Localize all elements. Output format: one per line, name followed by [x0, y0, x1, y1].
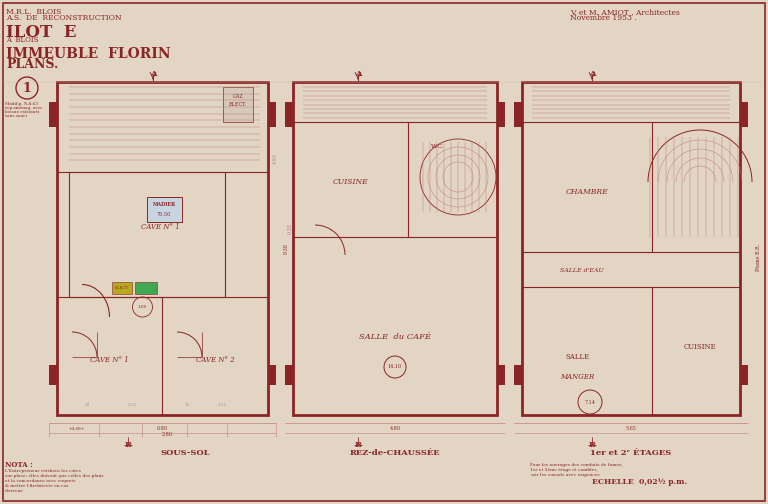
Text: SALLE d'EAU: SALLE d'EAU — [560, 268, 604, 273]
Bar — [268, 365, 276, 385]
Bar — [497, 102, 505, 127]
Text: 1.69: 1.69 — [138, 305, 147, 309]
Text: A: A — [589, 70, 595, 78]
Text: 2.55: 2.55 — [127, 403, 137, 407]
Text: Pour les ouvrages des conduits de fumée,: Pour les ouvrages des conduits de fumée, — [530, 463, 623, 467]
Text: 1er et 2ème étage et combles,: 1er et 2ème étage et combles, — [530, 468, 598, 472]
Text: L'Entrepreneur vérifiera les cotes: L'Entrepreneur vérifiera les cotes — [5, 469, 81, 473]
Bar — [522, 82, 740, 415]
Text: B: B — [124, 441, 131, 449]
Text: ELECT.: ELECT. — [229, 102, 247, 107]
Bar — [740, 102, 748, 127]
Text: CAVE N° 2: CAVE N° 2 — [196, 356, 234, 364]
Text: IMMEUBLE  FLORIN: IMMEUBLE FLORIN — [6, 47, 170, 61]
Text: M.R.L.  BLOIS: M.R.L. BLOIS — [6, 8, 61, 16]
Bar — [514, 365, 522, 385]
Text: 70.50: 70.50 — [157, 212, 171, 217]
Text: SALLE: SALLE — [565, 353, 589, 361]
Text: voir les consuls avec exigences: voir les consuls avec exigences — [530, 473, 600, 477]
Text: B: B — [355, 441, 362, 449]
Text: MANGER: MANGER — [560, 373, 594, 381]
Text: 2.80: 2.80 — [161, 432, 173, 437]
Text: A.S.  DE  RECONSTRUCTION: A.S. DE RECONSTRUCTION — [6, 14, 121, 22]
Bar — [223, 87, 253, 122]
Bar — [57, 82, 268, 415]
Text: V. et M. AMIOT , Architectes: V. et M. AMIOT , Architectes — [570, 8, 680, 16]
Text: 5.65: 5.65 — [626, 426, 637, 431]
Text: & mettre l'Architecte en cas: & mettre l'Architecte en cas — [5, 484, 68, 488]
Text: W.C.: W.C. — [431, 145, 445, 150]
Bar — [135, 282, 157, 294]
Text: sans souci: sans souci — [5, 114, 27, 118]
Bar — [268, 102, 276, 127]
Text: CAVE N° 1: CAVE N° 1 — [90, 356, 128, 364]
Text: Novembre 1953 .: Novembre 1953 . — [570, 14, 637, 22]
Text: 11: 11 — [184, 403, 190, 407]
Bar — [49, 102, 57, 127]
Bar — [514, 102, 522, 127]
Text: 9.38: 9.38 — [283, 242, 289, 254]
Text: ECHELLE  0,02½ p.m.: ECHELLE 0,02½ p.m. — [592, 478, 687, 486]
Bar — [740, 365, 748, 385]
Text: locaux existants: locaux existants — [5, 110, 39, 114]
Bar — [285, 102, 293, 127]
Text: sur place; elles doivent que celles des plans: sur place; elles doivent que celles des … — [5, 474, 104, 478]
Bar — [49, 365, 57, 385]
Text: 9.38: 9.38 — [287, 222, 293, 233]
Text: 1er et 2ᵉ ÉTAGES: 1er et 2ᵉ ÉTAGES — [591, 449, 672, 457]
Bar — [69, 172, 225, 297]
Bar — [497, 365, 505, 385]
Text: SALLE  du CAFÉ: SALLE du CAFÉ — [359, 333, 431, 341]
Text: SOUS-SOL: SOUS-SOL — [161, 449, 210, 457]
Text: REZ-de-CHAUSSÉE: REZ-de-CHAUSSÉE — [349, 449, 440, 457]
Text: 14.10: 14.10 — [388, 364, 402, 369]
Text: Plume B.R.: Plume B.R. — [756, 243, 760, 271]
Text: d'erreur: d'erreur — [5, 489, 24, 493]
Text: et la concordance avec coquets: et la concordance avec coquets — [5, 479, 75, 483]
Text: 6.80: 6.80 — [157, 426, 167, 431]
Text: CHAMBRE: CHAMBRE — [565, 188, 608, 196]
Text: 4.80: 4.80 — [389, 426, 401, 431]
Text: A: A — [355, 70, 361, 78]
Bar — [147, 197, 182, 222]
Text: A: A — [150, 70, 156, 78]
Text: +4.68+: +4.68+ — [69, 427, 85, 431]
Text: PLANS.: PLANS. — [6, 58, 58, 71]
Text: CUISINE: CUISINE — [684, 343, 717, 351]
Text: 4.93: 4.93 — [273, 154, 277, 164]
Text: MADIER: MADIER — [152, 203, 176, 208]
Bar — [293, 82, 497, 415]
Text: B: B — [588, 441, 595, 449]
Text: ELECT: ELECT — [115, 286, 129, 290]
Text: CAVE N° 1: CAVE N° 1 — [141, 223, 180, 231]
Text: Modif.p. N.A.63: Modif.p. N.A.63 — [5, 102, 38, 106]
Text: 1: 1 — [22, 82, 31, 95]
Bar — [285, 365, 293, 385]
Text: ILOT  E: ILOT E — [6, 24, 77, 41]
Text: 2.55: 2.55 — [217, 403, 227, 407]
Text: A  BLOIS: A BLOIS — [6, 36, 38, 44]
Text: 7.14: 7.14 — [584, 400, 595, 405]
Bar — [112, 282, 132, 294]
Text: NOTA :: NOTA : — [5, 461, 33, 469]
Text: 30: 30 — [84, 403, 90, 407]
Text: GAZ: GAZ — [233, 95, 243, 99]
Text: rep.aménag. avec: rep.aménag. avec — [5, 106, 42, 110]
Text: CUISINE: CUISINE — [333, 178, 369, 186]
